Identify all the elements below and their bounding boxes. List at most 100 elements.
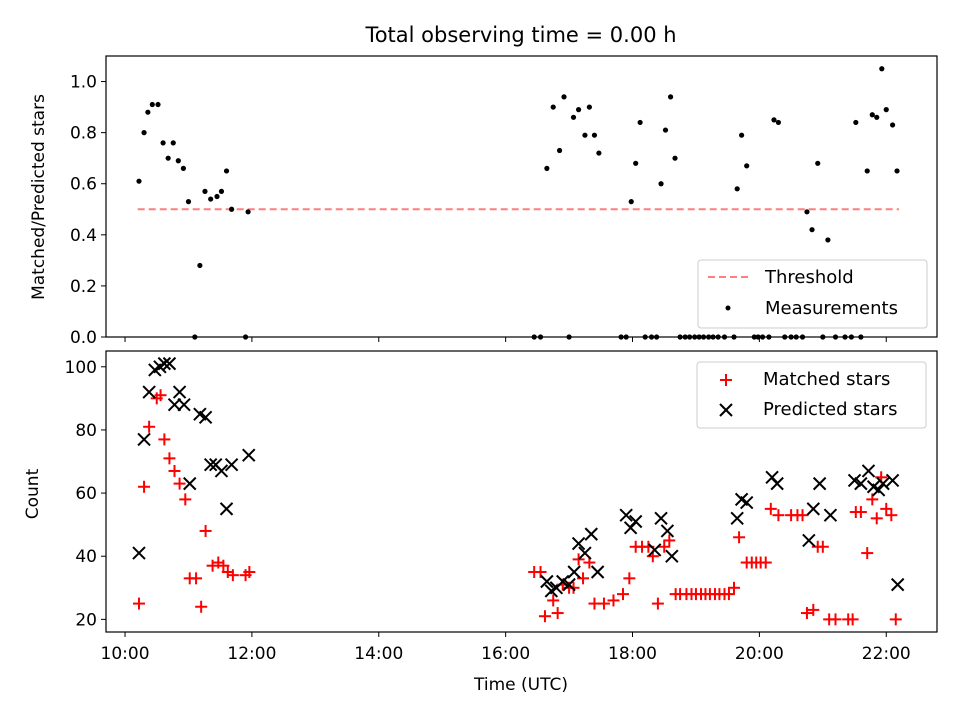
measurement-point <box>160 140 166 146</box>
top-legend-box <box>697 259 928 329</box>
matched-star-point <box>800 607 813 620</box>
matched-star-point <box>885 509 898 522</box>
predicted-star-point <box>162 356 177 371</box>
matched-star-point <box>846 613 859 626</box>
predicted-star-point <box>562 577 576 592</box>
matched-star-point <box>759 556 772 569</box>
measurement-point <box>864 168 870 174</box>
measurement-point <box>809 227 815 233</box>
matched-star-point <box>190 572 203 585</box>
matched-star-point <box>658 540 671 553</box>
measurement-point <box>889 122 896 128</box>
predicted-star-point <box>660 524 675 538</box>
measurement-point <box>739 132 745 138</box>
bottom-panel: 20 40 60 80 100 10:00 12:00 14:00 16:00 18:00 20:… <box>23 350 938 695</box>
measurement-point <box>218 188 225 194</box>
top-y-tick-label: 0.6 <box>70 175 97 195</box>
top-y-ticks: 0.0 0.2 0.4 0.6 0.8 1.0 <box>70 73 106 348</box>
chart-title: Total observing time = 0.00 h <box>364 23 676 47</box>
matched-star-point <box>551 607 564 620</box>
matched-star-point <box>861 547 874 560</box>
predicted-star-point <box>137 432 151 447</box>
top-legend: Threshold Measurements <box>697 259 928 329</box>
matched-star-point <box>173 477 186 490</box>
predicted-star-point <box>142 385 156 399</box>
matched-star-point <box>607 594 620 607</box>
predicted-star-point <box>571 536 586 551</box>
legend-predicted-marker <box>719 403 733 417</box>
predicted-star-point <box>876 476 890 491</box>
bottom-plot-area <box>132 356 905 626</box>
top-plot-area <box>136 66 900 340</box>
matched-star-point <box>538 610 551 623</box>
x-tick-label: 22:00 <box>862 644 911 664</box>
matched-star-point <box>733 531 746 544</box>
bottom-y-tick-label: 60 <box>75 484 97 504</box>
predicted-star-point <box>203 457 218 472</box>
measurement-point <box>556 147 563 154</box>
matched-star-point <box>597 597 610 610</box>
matched-star-point <box>889 613 902 626</box>
measurement-point <box>804 209 810 215</box>
legend-matched-label: Matched stars <box>763 369 890 390</box>
bottom-axes-frame <box>105 350 938 633</box>
matched-star-point <box>829 613 842 626</box>
predicted-star-point <box>648 543 662 557</box>
predicted-star-point <box>556 574 570 589</box>
matched-star-point <box>870 512 883 525</box>
top-panel: 0.0 0.2 0.4 0.6 0.8 1.0 Matched/Predicted sta… <box>29 55 938 348</box>
matched-star-point <box>854 506 867 519</box>
measurement-point <box>775 119 782 126</box>
measurement-point <box>570 114 577 120</box>
measurement-point <box>672 155 678 161</box>
x-tick-label: 16:00 <box>481 644 530 664</box>
measurement-point <box>744 163 750 169</box>
predicted-star-point <box>885 473 900 488</box>
predicted-star-point <box>812 476 827 491</box>
matched-star-point <box>764 502 777 515</box>
matched-star-point <box>616 588 629 601</box>
matched-star-point <box>572 553 585 566</box>
measurement-point <box>869 112 875 118</box>
matched-star-point <box>880 502 893 515</box>
predicted-star-point <box>806 502 821 516</box>
measurement-point <box>853 119 859 126</box>
predicted-star-point <box>242 448 256 462</box>
measurement-point <box>825 237 831 243</box>
measurement-point <box>879 66 885 72</box>
predicted-star-point <box>890 577 905 592</box>
bottom-y-axis-label: Count <box>23 468 43 519</box>
legend-measurements-marker <box>725 305 731 311</box>
matched-star-point <box>807 603 820 616</box>
measurement-point <box>197 262 203 269</box>
bottom-legend: Matched stars Predicted stars <box>696 361 927 429</box>
top-y-tick-label: 0.4 <box>70 226 97 246</box>
matched-star-point <box>623 572 636 585</box>
top-y-tick-label: 1.0 <box>70 73 97 93</box>
measurement-point <box>734 186 740 192</box>
matched-star-point <box>547 594 560 607</box>
predicted-star-point <box>198 410 213 425</box>
measurement-point <box>149 101 155 108</box>
measurement-point <box>175 158 181 164</box>
predicted-star-point <box>172 385 187 399</box>
predicted-star-point <box>823 508 838 522</box>
matched-star-point <box>154 389 167 402</box>
matched-star-point <box>138 480 151 493</box>
measurement-point <box>185 199 192 205</box>
matched-star-point <box>132 597 145 610</box>
measurement-point <box>214 193 220 200</box>
predicted-star-point <box>770 476 784 491</box>
measurement-point <box>874 114 880 120</box>
predicted-star-point <box>183 476 197 491</box>
bottom-y-tick-label: 20 <box>75 610 97 630</box>
predicted-star-point <box>224 457 239 472</box>
matched-star-point <box>168 464 181 477</box>
bottom-y-tick-label: 80 <box>75 421 97 441</box>
measurement-point <box>223 168 230 174</box>
measurement-point <box>596 150 602 156</box>
matched-star-point <box>722 588 735 601</box>
matched-star-point <box>226 569 239 582</box>
measurement-point <box>561 94 567 100</box>
